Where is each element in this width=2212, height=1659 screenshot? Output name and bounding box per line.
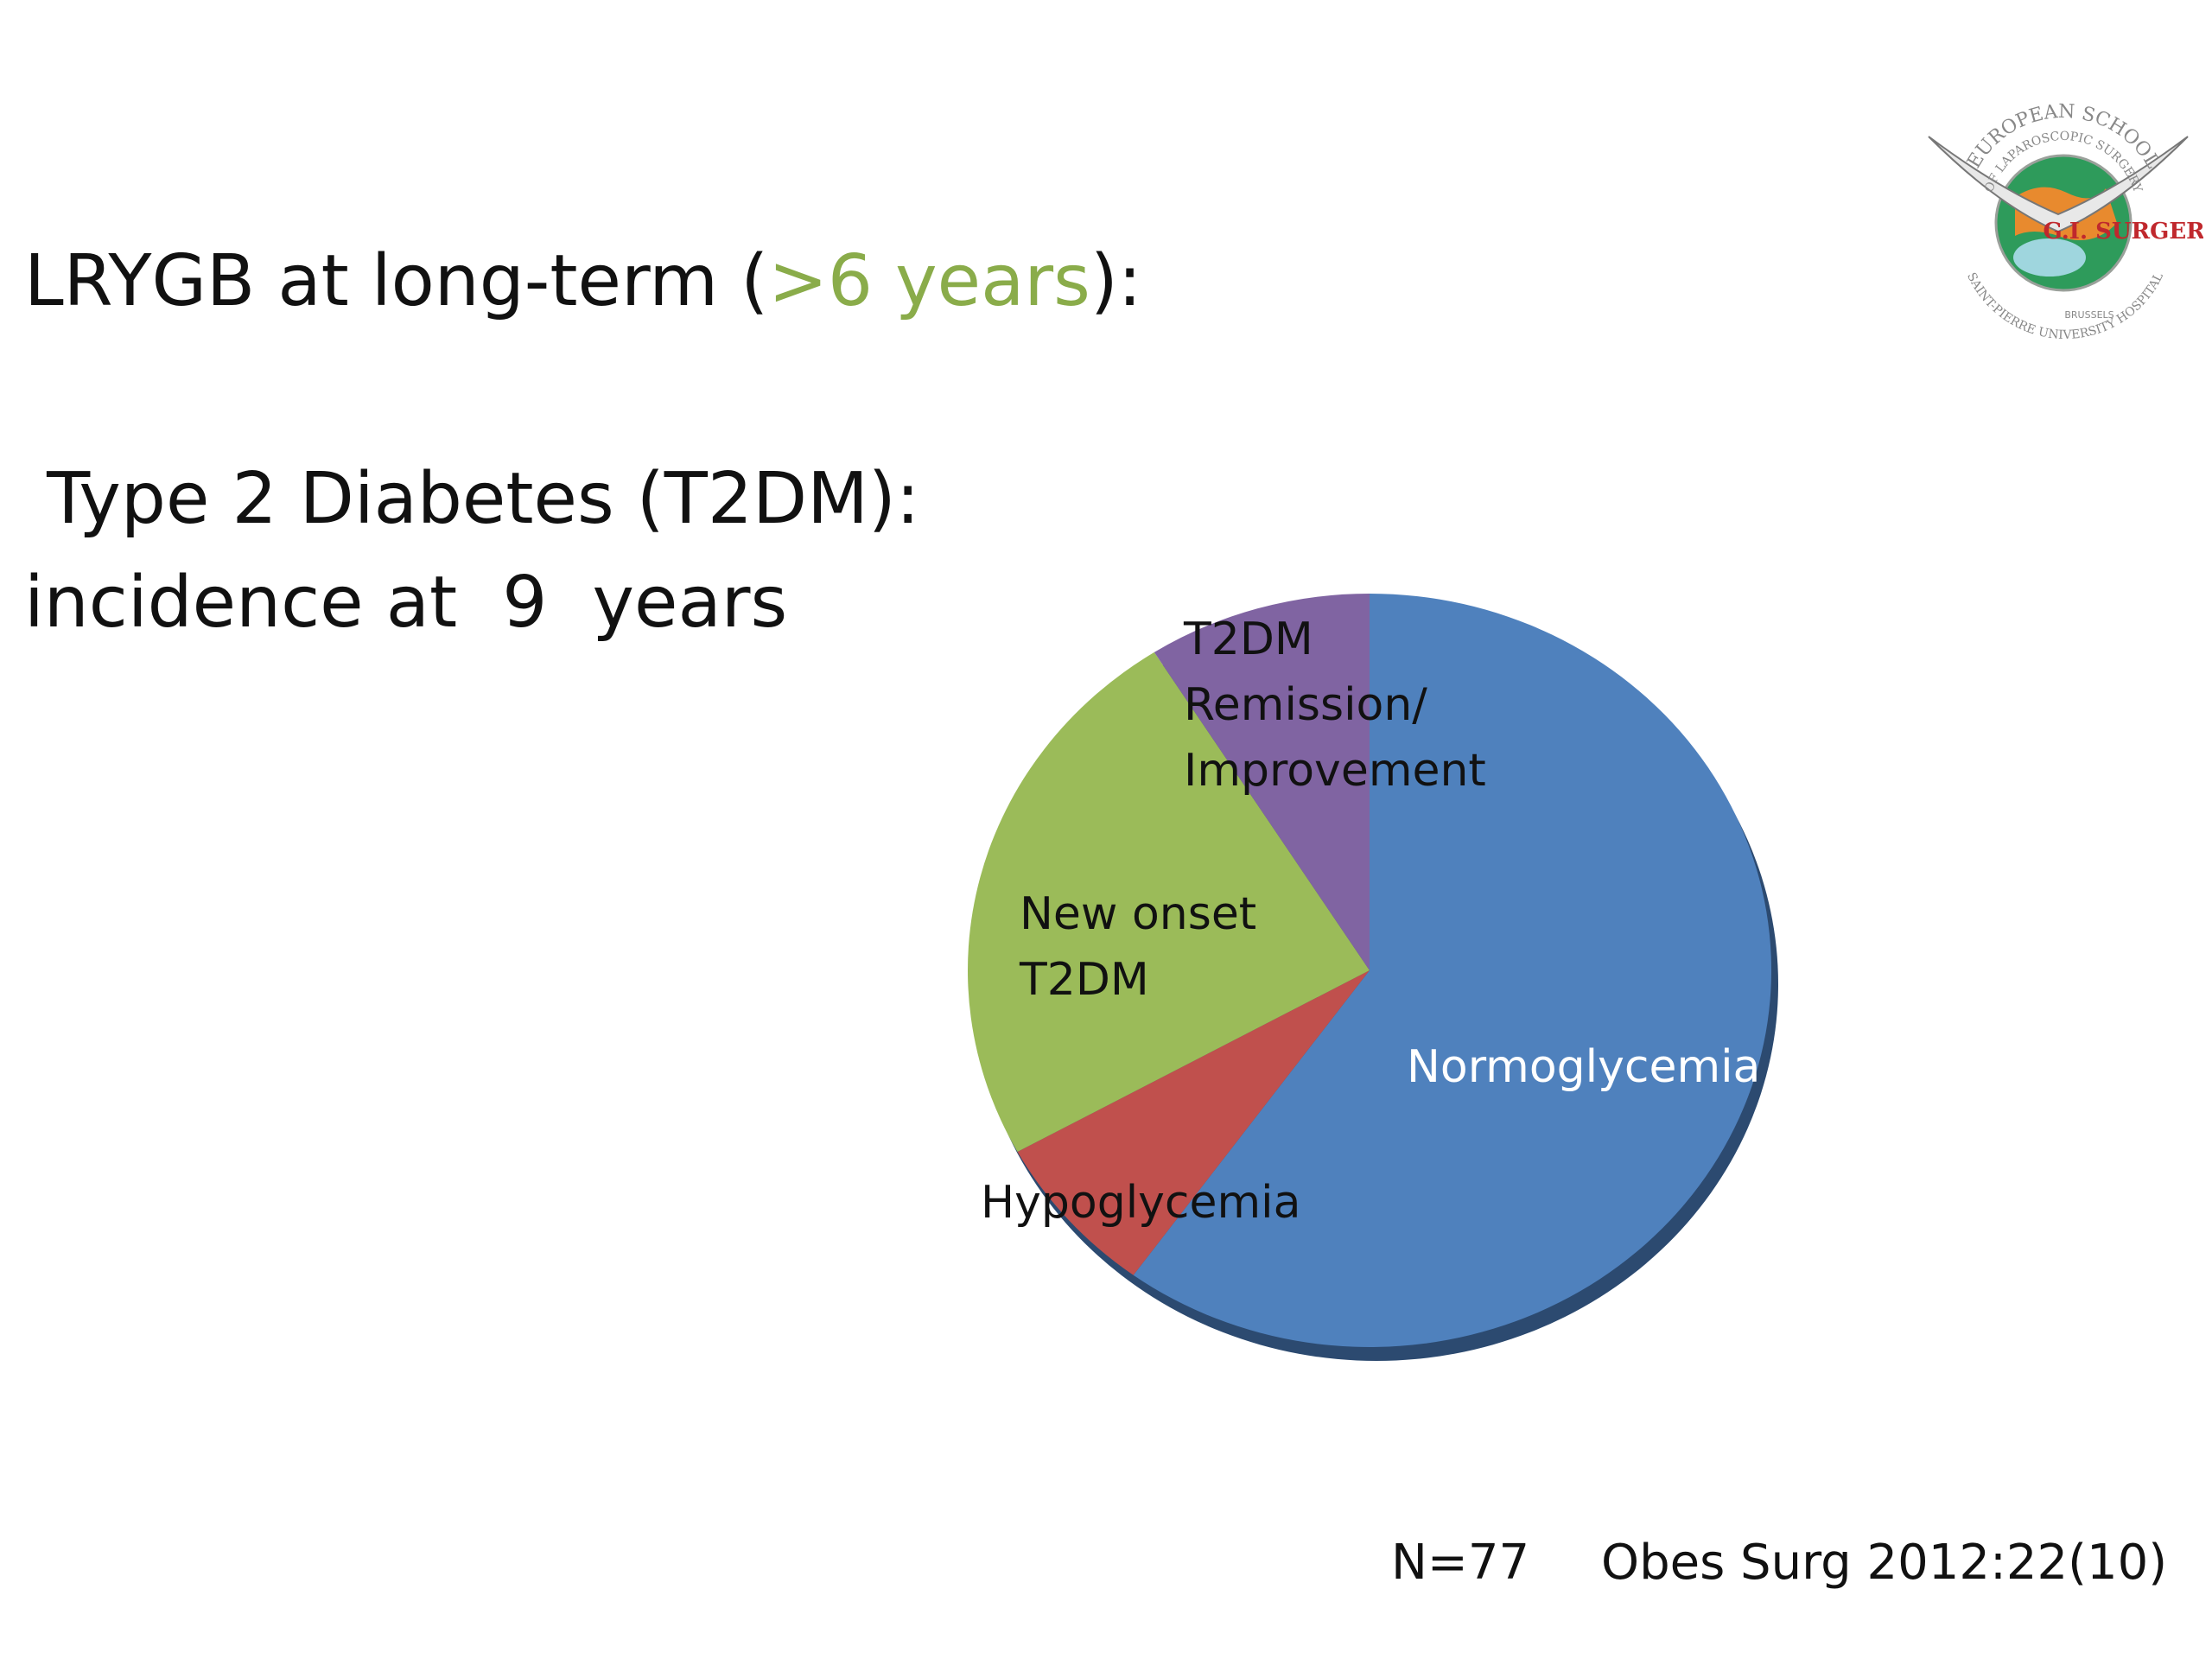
school-logo: EUROPEAN SCHOOL OF LAPAROSCOPIC SURGERY …	[1928, 101, 2203, 342]
slide-subtitle: Type 2 Diabetes (T2DM): incidence at 9 y…	[24, 448, 920, 655]
title-suffix: ):	[1090, 240, 1142, 322]
slide-title: LRYGB at long-term (>6 years):	[24, 240, 1141, 322]
subtitle-line-2: incidence at 9 years	[24, 562, 788, 644]
slice-label-normoglycemia: Normoglycemia	[1407, 1041, 1760, 1093]
logo-text-bottom1: BRUSSELS	[2064, 309, 2113, 321]
pie-slice-normoglycemia	[1133, 594, 1771, 1347]
slice-label-hypoglycemia: Hypoglycemia	[981, 1177, 1300, 1229]
pie-slice-t2dm-remission-improvement	[1154, 594, 1370, 970]
pie-slice-new-onset-t2dm	[968, 652, 1370, 1153]
title-prefix: LRYGB at long-term (	[24, 240, 769, 322]
slice-label-new-onset-t2dm: New onset T2DM	[1019, 888, 1256, 1006]
logo-text-brand: G.I. SURGERY	[2043, 219, 2203, 245]
pie-slice-hypoglycemia	[1017, 970, 1370, 1275]
title-highlight: >6 years	[768, 240, 1090, 322]
seagull-icon	[1928, 136, 2189, 233]
citation-label: Obes Surg 2012:22(10)	[1601, 1535, 2168, 1591]
sample-size-label: N=77	[1391, 1535, 1530, 1591]
subtitle-line-1: Type 2 Diabetes (T2DM):	[24, 458, 920, 540]
slice-label-t2dm-remission-improvement: T2DM Remission/Improvement	[1183, 613, 1486, 797]
